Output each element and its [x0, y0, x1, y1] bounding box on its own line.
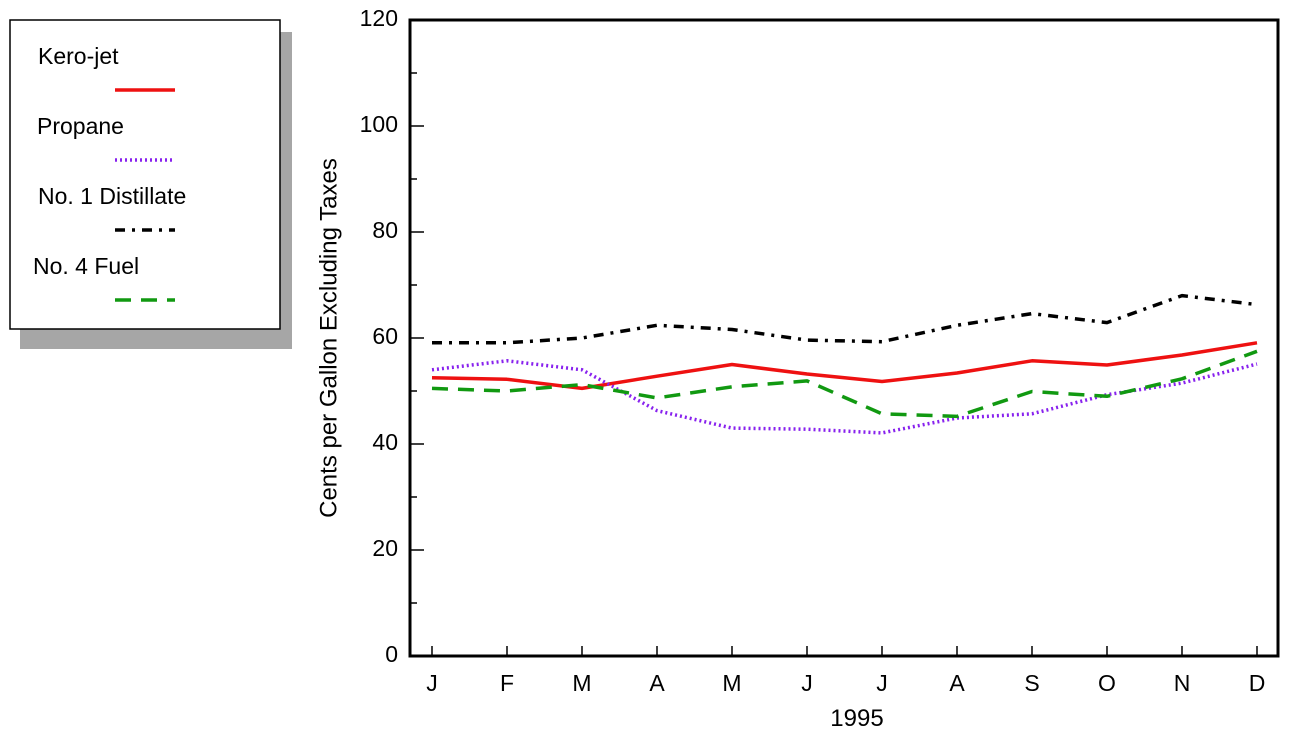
- y-tick-label: 100: [360, 111, 398, 137]
- x-tick-label: N: [1174, 670, 1191, 696]
- legend-label: Kero-jet: [38, 43, 119, 69]
- y-tick-label: 80: [372, 217, 398, 243]
- legend-label: No. 1 Distillate: [38, 183, 186, 209]
- legend: Kero-jet Propane No. 1 Distillate No. 4 Fue…: [9, 19, 292, 349]
- x-tick-label: M: [572, 670, 591, 696]
- x-tick-label: J: [801, 670, 813, 696]
- series-layer: [431, 293, 1258, 435]
- series-line-no-1-distillate: [432, 293, 1258, 345]
- legend-label: Propane: [37, 113, 124, 139]
- x-tick-label: J: [876, 670, 888, 696]
- x-tick-label: M: [722, 670, 741, 696]
- x-tick-label: D: [1249, 670, 1266, 696]
- plot-frame: [408, 18, 1280, 658]
- y-tick-label: 60: [372, 323, 398, 349]
- x-tick-label: S: [1024, 670, 1039, 696]
- y-axis-title: Cents per Gallon Excluding Taxes: [315, 158, 342, 518]
- x-tick-label: O: [1098, 670, 1116, 696]
- y-tick-label: 40: [372, 429, 398, 455]
- x-tick-label: A: [649, 670, 665, 696]
- legend-items: Kero-jet Propane No. 1 Distillate No. 4 Fue…: [33, 43, 186, 302]
- y-tick-label: 20: [372, 535, 398, 561]
- x-tick-label: J: [426, 670, 438, 696]
- y-tick-label: 0: [385, 641, 398, 667]
- series-line-no-4-fuel: [431, 349, 1258, 419]
- y-axis-ticks: 0 20 40 60 80 100 120: [360, 5, 424, 667]
- x-tick-label: F: [500, 670, 514, 696]
- series-line-kero-jet: [431, 341, 1258, 391]
- y-tick-label: 120: [360, 5, 398, 31]
- legend-box: [9, 19, 281, 330]
- x-axis-title: 1995: [830, 705, 883, 732]
- series-line-propane: [431, 359, 1258, 435]
- legend-label: No. 4 Fuel: [33, 253, 139, 279]
- x-tick-label: A: [949, 670, 965, 696]
